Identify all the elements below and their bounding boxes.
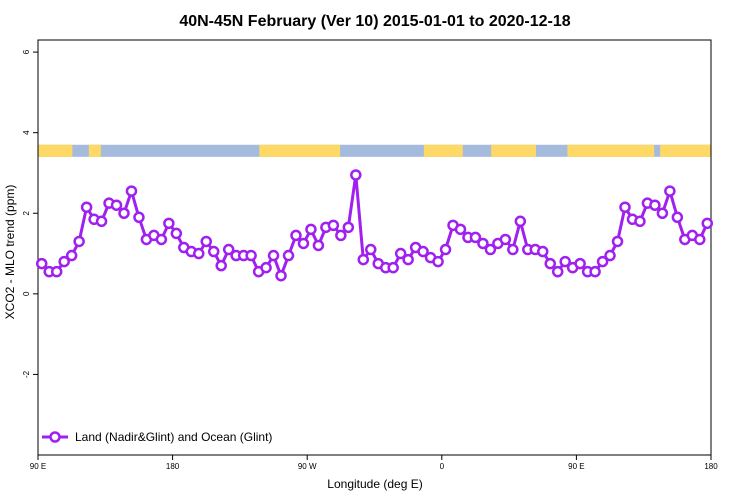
data-point	[596, 255, 609, 268]
data-point	[267, 249, 280, 262]
land-segment	[259, 144, 341, 157]
data-point	[537, 245, 549, 258]
land-segment	[567, 144, 655, 157]
x-axis: 90 E 180 90 W 0 90 E 180	[30, 455, 718, 471]
data-point	[80, 201, 93, 213]
data-point	[469, 231, 482, 244]
x-tick-label: 90 W	[298, 462, 317, 471]
plot-frame	[37, 39, 712, 456]
y-axis-label: XCO2 - MLO trend (ppm)	[3, 185, 17, 320]
data-point	[305, 223, 317, 236]
data-point	[222, 243, 235, 256]
data-point	[133, 211, 145, 224]
data-point	[619, 201, 631, 213]
data-point	[387, 261, 399, 274]
surface-type-strip	[38, 144, 711, 157]
data-point	[125, 185, 138, 197]
data-point	[73, 235, 85, 248]
data-point	[200, 235, 212, 248]
data-point	[275, 269, 287, 282]
data-point	[694, 233, 706, 246]
data-point	[394, 247, 407, 260]
y-tick-label: 2	[22, 210, 31, 215]
data-point	[207, 245, 220, 258]
data-point	[342, 221, 355, 234]
data-point	[477, 237, 489, 250]
data-point	[163, 217, 175, 230]
data-point	[297, 237, 310, 250]
data-point	[514, 215, 527, 228]
data-point	[611, 235, 624, 248]
data-point	[35, 257, 48, 270]
data-point	[402, 253, 414, 266]
data-point	[193, 247, 205, 260]
y-tick-label: 0	[22, 291, 31, 296]
data-point	[110, 199, 123, 211]
data-point	[335, 229, 347, 242]
data-point	[312, 239, 325, 252]
legend-label: Land (Nadir&Glint) and Ocean (Glint)	[75, 430, 272, 444]
legend-marker	[49, 431, 61, 443]
y-tick-label: 4	[22, 130, 31, 135]
land-segment	[660, 144, 711, 157]
land-segment	[491, 144, 537, 157]
land-segment	[38, 144, 73, 157]
data-point	[559, 255, 571, 268]
data-point	[507, 243, 519, 256]
data-point	[65, 249, 78, 262]
data-point	[656, 207, 669, 220]
data-point	[634, 215, 646, 228]
data-point	[260, 261, 272, 274]
data-point	[58, 255, 70, 268]
data-point	[671, 211, 684, 224]
data-point	[245, 249, 257, 262]
x-tick-label: 90 E	[568, 462, 584, 471]
data-point	[664, 185, 676, 197]
x-tick-label: 180	[704, 462, 718, 471]
land-segment	[423, 144, 463, 157]
data-point	[589, 265, 601, 278]
data-point	[417, 245, 429, 258]
data-point	[95, 215, 108, 228]
data-point	[499, 233, 512, 246]
series-group	[35, 169, 714, 282]
data-point	[350, 169, 362, 181]
data-point	[574, 257, 586, 270]
x-axis-label: Longitude (deg E)	[327, 477, 422, 491]
legend: Land (Nadir&Glint) and Ocean (Glint)	[42, 430, 272, 444]
x-tick-label: 180	[166, 462, 180, 471]
land-segment	[88, 144, 101, 157]
data-point	[155, 233, 168, 246]
data-point	[551, 265, 564, 278]
ocean-band	[38, 144, 711, 157]
data-point	[50, 265, 63, 278]
y-tick-label: -2	[22, 370, 31, 378]
data-point	[118, 207, 130, 220]
data-point	[484, 243, 497, 256]
data-point	[365, 243, 377, 256]
data-point	[544, 257, 556, 270]
data-point	[604, 249, 616, 262]
data-point	[215, 259, 227, 272]
data-point	[454, 223, 467, 236]
data-point	[649, 199, 661, 211]
data-point	[439, 243, 452, 256]
x-tick-label: 0	[440, 462, 445, 471]
data-point	[357, 253, 370, 266]
y-axis: -2 0 2 4 6	[22, 49, 38, 378]
data-point	[282, 249, 295, 262]
data-point	[701, 217, 714, 230]
y-tick-label: 6	[22, 49, 31, 54]
data-point	[327, 219, 340, 232]
data-point	[290, 229, 302, 242]
data-point	[170, 227, 183, 240]
data-point	[432, 255, 444, 268]
x-tick-label: 90 E	[30, 462, 46, 471]
chart-title: 40N-45N February (Ver 10) 2015-01-01 to …	[179, 13, 570, 30]
